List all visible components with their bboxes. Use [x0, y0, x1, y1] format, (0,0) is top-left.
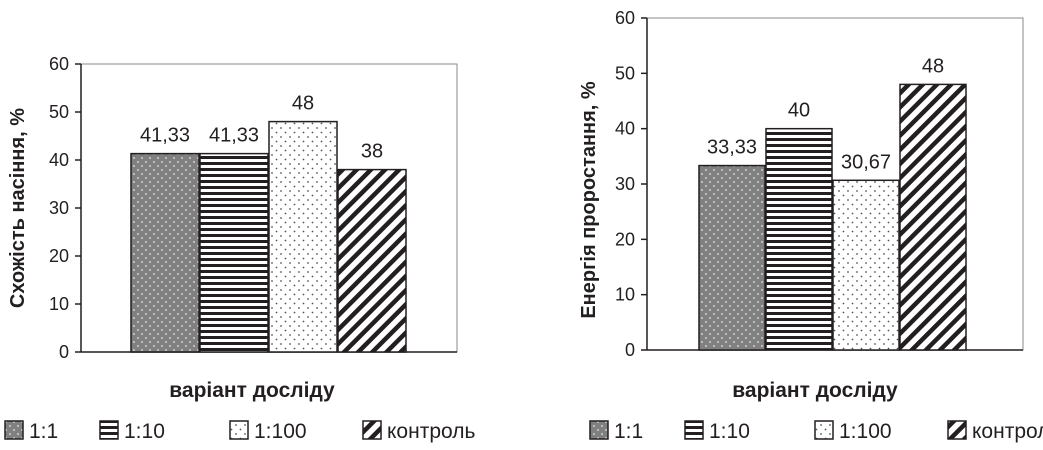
legend-label: 1:1 [614, 420, 643, 443]
legend-item-ratio-1-100: 1:100 [229, 420, 307, 443]
x-axis-title: варіант досліду [169, 379, 335, 402]
bar-ratio-1-1 [130, 152, 200, 353]
chart-seed-germination: 0 10 20 30 40 50 60 41,33 41,33 48 38 Схожість на… [7, 54, 458, 402]
legend-item-ratio-1-1: 1:1 [589, 420, 643, 443]
legend-label: 1:100 [839, 420, 892, 443]
legend-label: контроль [387, 420, 475, 443]
chart-germination-energy: 0 10 20 30 40 50 60 33,33 40 30,67 48 Енергія про… [578, 8, 1024, 402]
y-tick-label: 20 [615, 229, 635, 249]
legend-item-ratio-1-1: 1:1 [4, 420, 58, 443]
y-axis-title: Енергія проростання, % [578, 81, 600, 319]
bar-ratio-1-1 [698, 164, 766, 351]
data-label-ratio-1-100: 30,67 [841, 151, 891, 173]
y-tick-label: 60 [615, 8, 635, 28]
y-tick-label: 40 [49, 150, 69, 170]
legend-swatch [4, 420, 24, 440]
legend-item-control: контроль [362, 420, 475, 443]
bar-ratio-1-100 [268, 120, 338, 353]
bar-control [337, 168, 407, 353]
legend-label: контроль [972, 420, 1043, 443]
legend-swatch [229, 420, 249, 440]
data-label-ratio-1-100: 48 [292, 93, 314, 115]
bar-ratio-1-10 [765, 127, 833, 351]
legend-item-control: контроль [947, 420, 1043, 443]
legend-item-ratio-1-100: 1:100 [814, 420, 892, 443]
legend-left: 1:1 1:10 1:100 контроль [4, 420, 475, 443]
y-tick-label: 30 [49, 198, 69, 218]
y-tick-label: 30 [615, 174, 635, 194]
y-tick-label: 0 [59, 342, 69, 362]
legend-swatch [589, 420, 609, 440]
data-label-ratio-1-10: 40 [788, 100, 810, 122]
y-axis-title: Схожість насіння, % [7, 108, 29, 308]
y-tick-label: 40 [615, 119, 635, 139]
legend-swatch [684, 420, 704, 440]
legend-right: 1:1 1:10 1:100 контроль [589, 420, 1043, 443]
y-tick-label: 10 [49, 294, 69, 314]
legend-swatch [947, 420, 967, 440]
bar-ratio-1-100 [832, 179, 900, 351]
legend-label: 1:100 [254, 420, 307, 443]
data-label-control: 38 [361, 141, 383, 163]
legend-swatch [814, 420, 834, 440]
data-label-control: 48 [922, 55, 944, 77]
legend-item-ratio-1-10: 1:10 [99, 420, 165, 443]
y-tick-label: 60 [49, 54, 69, 74]
legend-item-ratio-1-10: 1:10 [684, 420, 750, 443]
legend-swatch [99, 420, 119, 440]
bar-control [899, 83, 967, 351]
y-tick-label: 0 [625, 340, 635, 360]
bar-ratio-1-10 [199, 152, 269, 353]
data-label-ratio-1-10: 41,33 [209, 125, 259, 147]
legend-label: 1:10 [709, 420, 750, 443]
legend-label: 1:10 [124, 420, 165, 443]
data-label-ratio-1-1: 41,33 [140, 125, 190, 147]
legend-swatch [362, 420, 382, 440]
y-tick-label: 50 [49, 102, 69, 122]
legend-label: 1:1 [29, 420, 58, 443]
data-label-ratio-1-1: 33,33 [707, 137, 757, 159]
y-tick-label: 20 [49, 246, 69, 266]
x-axis-title: варіант досліду [732, 379, 898, 402]
y-tick-label: 50 [615, 63, 635, 83]
y-tick-label: 10 [615, 285, 635, 305]
